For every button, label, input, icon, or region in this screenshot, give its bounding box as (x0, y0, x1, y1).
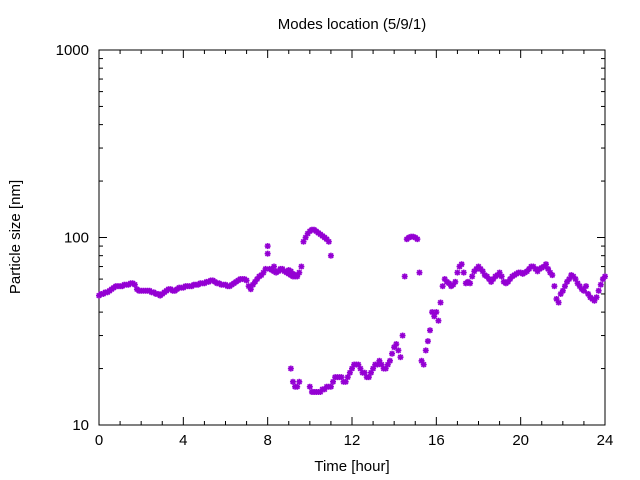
chart-title: Modes location (5/9/1) (278, 16, 426, 33)
data-point (454, 269, 461, 276)
x-tick-label: 24 (597, 432, 614, 449)
data-point (243, 277, 250, 284)
data-point (287, 365, 294, 372)
data-point (289, 378, 296, 385)
data-point (595, 287, 602, 294)
data-point (294, 273, 301, 280)
x-tick-label: 20 (512, 432, 529, 449)
data-point (277, 265, 284, 272)
x-axis: 0 4 8 12 16 20 24 (95, 50, 614, 449)
data-point (342, 378, 349, 385)
data-point (602, 273, 608, 280)
data-point (435, 317, 442, 324)
data-point (264, 250, 271, 257)
data-points (96, 226, 608, 395)
data-point (401, 273, 408, 280)
data-point (327, 383, 334, 390)
x-tick-label: 4 (179, 432, 187, 449)
y-tick-label: 100 (64, 230, 89, 247)
data-point (542, 261, 549, 268)
y-axis: 10 100 1000 (56, 42, 605, 434)
data-point (338, 374, 345, 381)
y-tick-label: 1000 (56, 42, 89, 59)
data-point (414, 236, 421, 243)
data-point (559, 287, 566, 294)
data-point (460, 269, 467, 276)
data-point (433, 309, 440, 316)
data-point (298, 263, 305, 270)
data-point (395, 347, 402, 354)
data-point (397, 354, 404, 361)
data-point (294, 383, 301, 390)
data-point (270, 263, 277, 270)
data-point (264, 243, 271, 250)
data-point (437, 299, 444, 306)
x-tick-label: 12 (344, 432, 361, 449)
data-point (458, 261, 465, 268)
data-point (597, 281, 604, 288)
data-point (555, 299, 562, 306)
data-point (327, 252, 334, 259)
data-point (420, 361, 427, 368)
y-axis-title: Particle size [nm] (7, 180, 24, 294)
y-tick-label: 10 (72, 417, 89, 434)
data-point (306, 383, 313, 390)
data-point (330, 378, 337, 385)
data-point (583, 283, 590, 290)
data-point (389, 350, 396, 357)
data-point (452, 278, 459, 285)
data-point (551, 283, 558, 290)
x-tick-label: 0 (95, 432, 103, 449)
data-point (399, 332, 406, 339)
x-tick-label: 16 (428, 432, 445, 449)
data-point (393, 341, 400, 348)
data-point (296, 378, 303, 385)
data-point (593, 294, 600, 301)
data-point (549, 272, 556, 279)
data-point (422, 347, 429, 354)
x-tick-label: 8 (263, 432, 271, 449)
data-point (427, 327, 434, 334)
data-point (439, 283, 446, 290)
data-point (325, 238, 332, 245)
data-point (424, 338, 431, 345)
data-point (365, 374, 372, 381)
data-point (498, 273, 505, 280)
data-point (416, 269, 423, 276)
data-point (386, 357, 393, 364)
x-axis-title: Time [hour] (314, 458, 389, 475)
data-point (467, 280, 474, 287)
data-point (469, 273, 476, 280)
